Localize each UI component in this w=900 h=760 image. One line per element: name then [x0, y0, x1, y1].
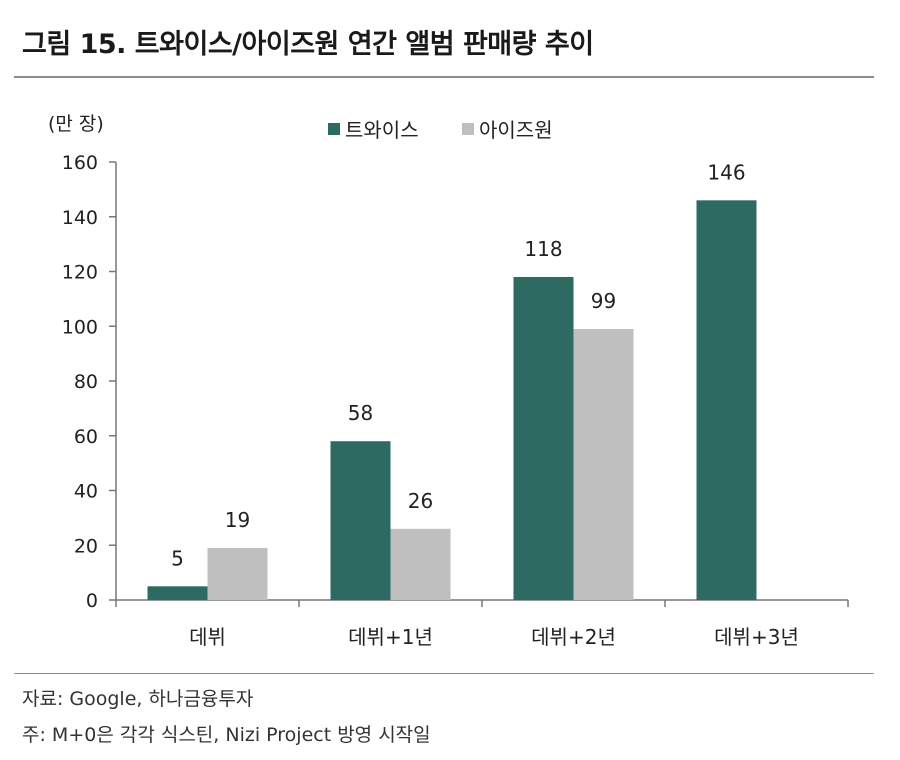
legend-label-izone: 아이즈원: [479, 118, 553, 142]
footnote: 주: M+0은 각각 식스틴, Nizi Project 방영 시작일: [22, 724, 431, 746]
bar-twice-2: [513, 276, 574, 600]
x-category-label: 데뷔+3년: [714, 625, 799, 649]
y-tick-label: 40: [74, 481, 98, 503]
data-label: 118: [524, 237, 562, 261]
y-tick-label: 140: [62, 207, 98, 229]
data-label: 58: [348, 401, 373, 425]
bar-twice-0: [147, 586, 208, 600]
legend-swatch-twice: [328, 123, 340, 135]
y-tick-label: 20: [74, 535, 98, 557]
y-tick-label: 0: [86, 590, 98, 612]
chart-title: 그림 15. 트와이스/아이즈원 연간 앨범 판매량 추이: [22, 29, 594, 60]
bar-izone-2: [573, 328, 634, 600]
top-divider: [14, 76, 874, 78]
y-unit-label: (만 장): [48, 113, 104, 135]
bar-izone-1: [390, 528, 451, 600]
bottom-divider: [14, 673, 874, 674]
x-category-label: 데뷔+2년: [531, 625, 616, 649]
y-tick-label: 160: [62, 152, 98, 174]
y-tick-label: 80: [74, 371, 98, 393]
data-label: 26: [408, 489, 433, 513]
bar-twice-3: [696, 200, 757, 600]
data-label: 146: [707, 160, 745, 184]
source-note: 자료: Google, 하나금융투자: [22, 688, 254, 710]
x-category-label: 데뷔: [189, 625, 226, 649]
y-tick-label: 120: [62, 262, 98, 284]
data-label: 99: [591, 289, 616, 313]
data-label: 19: [225, 508, 250, 532]
bar-twice-1: [330, 441, 391, 600]
y-tick-label: 60: [74, 426, 98, 448]
data-label: 5: [171, 546, 184, 570]
bar-izone-0: [207, 547, 268, 600]
y-tick-label: 100: [62, 316, 98, 338]
legend-swatch-izone: [462, 123, 474, 135]
bar-chart: (만 장) 0 20 40 60 80 100 120 140 160 5 19 데뷔 58 26 데뷔+1년…: [48, 113, 849, 649]
legend-label-twice: 트와이스: [345, 118, 419, 142]
x-category-label: 데뷔+1년: [348, 625, 433, 649]
